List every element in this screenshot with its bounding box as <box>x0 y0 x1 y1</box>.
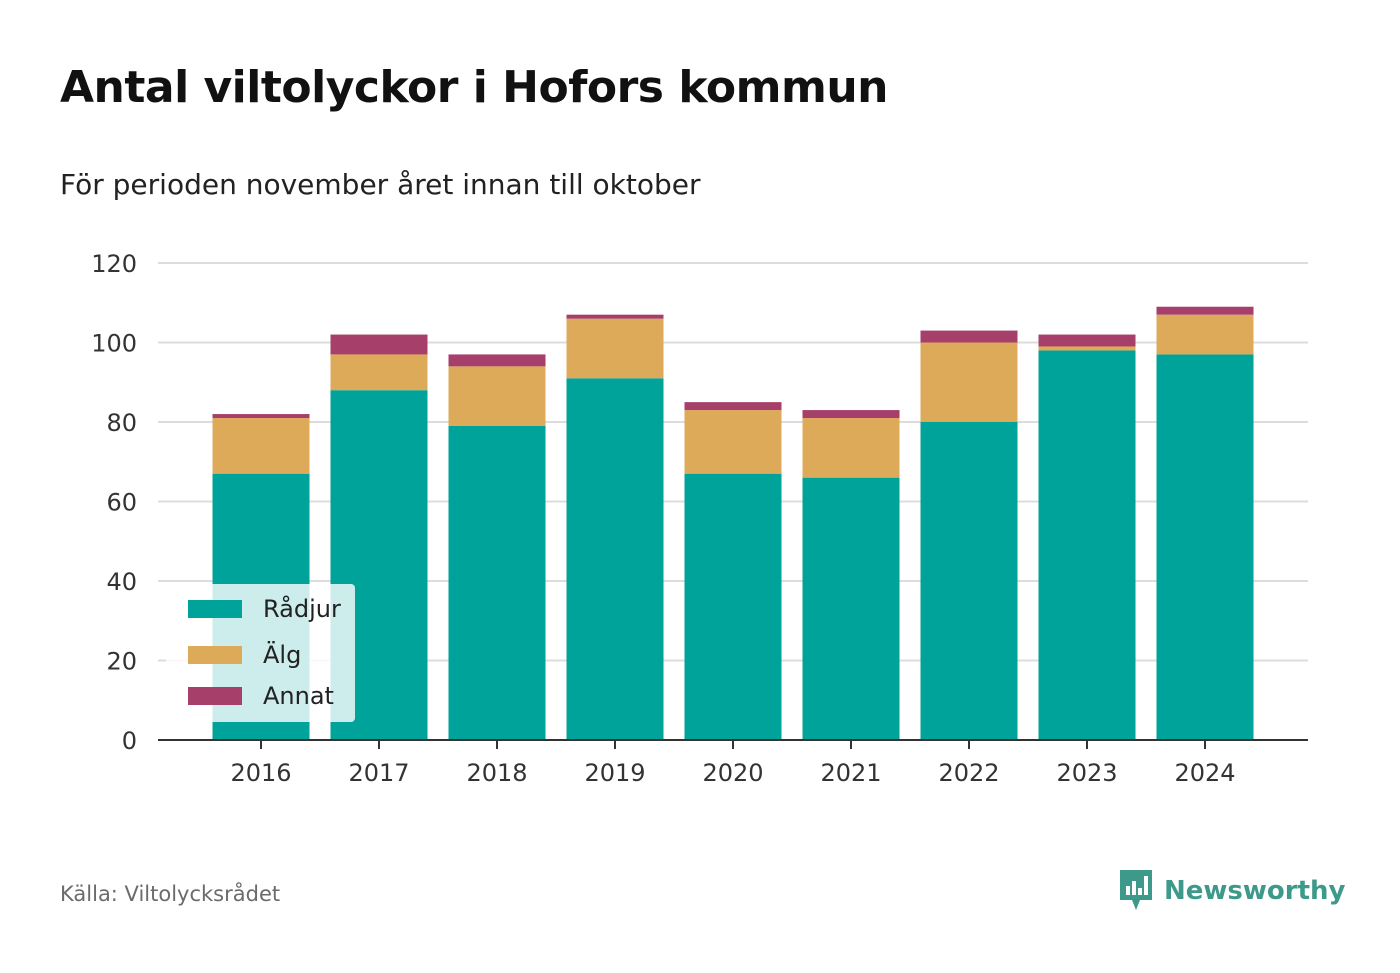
bar-segment-lg-2016 <box>212 418 310 474</box>
bar-segment-lg-2022 <box>920 342 1018 422</box>
x-tick-labels: 2016 2017 2018 2019 2020 2021 2022 2023 2024 <box>230 759 1235 787</box>
bar-segment-rdjur-2022 <box>920 422 1018 740</box>
legend-swatch-alg <box>188 646 242 664</box>
legend-label-alg: Älg <box>263 641 302 669</box>
bar-segment-annat-2024 <box>1156 306 1254 315</box>
x-tick-label: 2016 <box>230 759 291 787</box>
x-tick-label: 2020 <box>702 759 763 787</box>
bar-segment-lg-2017 <box>330 354 428 391</box>
x-tick-label: 2024 <box>1174 759 1235 787</box>
bar-segment-rdjur-2024 <box>1156 354 1254 740</box>
bar-segment-annat-2020 <box>684 402 782 411</box>
x-tick-label: 2021 <box>820 759 881 787</box>
bar-segment-rdjur-2018 <box>448 425 546 740</box>
legend-item-alg: Älg <box>188 640 301 670</box>
legend-item-annat: Annat <box>188 681 334 711</box>
x-tick-label: 2023 <box>1056 759 1117 787</box>
chart-title: Antal viltolyckor i Hofors kommun <box>60 62 888 113</box>
bar-segment-annat-2017 <box>330 334 428 355</box>
y-tick-label: 80 <box>106 409 137 437</box>
bar-segment-lg-2018 <box>448 366 546 426</box>
legend-swatch-radjur <box>188 600 242 618</box>
chart-subtitle: För perioden november året innan till ok… <box>60 168 701 201</box>
bar-segment-lg-2023 <box>1038 346 1136 351</box>
legend-swatch-annat <box>188 687 242 705</box>
bar-segment-lg-2019 <box>566 318 664 379</box>
bar-segment-annat-2021 <box>802 410 900 419</box>
source-note: Källa: Viltolycksrådet <box>60 882 281 906</box>
legend-item-radjur: Rådjur <box>188 594 341 624</box>
legend-label-radjur: Rådjur <box>263 595 341 623</box>
bar-segment-rdjur-2023 <box>1038 350 1136 740</box>
bar-segment-annat-2022 <box>920 330 1018 343</box>
x-tick-label: 2019 <box>584 759 645 787</box>
x-tick-label: 2022 <box>938 759 999 787</box>
y-tick-label: 60 <box>106 489 137 517</box>
bar-segment-rdjur-2019 <box>566 378 664 740</box>
y-tick-labels: 0 20 40 60 80 100 120 <box>91 250 137 755</box>
y-tick-label: 0 <box>122 727 137 755</box>
bar-segment-lg-2021 <box>802 418 900 478</box>
x-tick-label: 2018 <box>466 759 527 787</box>
bar-segment-annat-2018 <box>448 354 546 367</box>
bar-segment-annat-2016 <box>212 414 310 419</box>
bar-segment-rdjur-2020 <box>684 473 782 740</box>
x-tick-label: 2017 <box>348 759 409 787</box>
x-axis <box>158 739 1308 749</box>
brand-logo[interactable]: Newsworthy <box>1118 868 1345 914</box>
newsworthy-logo-icon <box>1120 870 1152 910</box>
y-tick-label: 120 <box>91 250 137 278</box>
bar-segment-rdjur-2021 <box>802 477 900 740</box>
y-tick-label: 20 <box>106 648 137 676</box>
y-tick-label: 100 <box>91 330 137 358</box>
bar-segment-lg-2020 <box>684 410 782 474</box>
bar-segment-annat-2019 <box>566 314 664 319</box>
bar-segment-lg-2024 <box>1156 314 1254 355</box>
y-tick-label: 40 <box>106 568 137 596</box>
legend: Rådjur Älg Annat <box>166 584 355 722</box>
bars <box>212 306 1254 740</box>
brand-name: Newsworthy <box>1164 876 1346 906</box>
bar-segment-annat-2023 <box>1038 334 1136 347</box>
legend-label-annat: Annat <box>263 682 334 710</box>
